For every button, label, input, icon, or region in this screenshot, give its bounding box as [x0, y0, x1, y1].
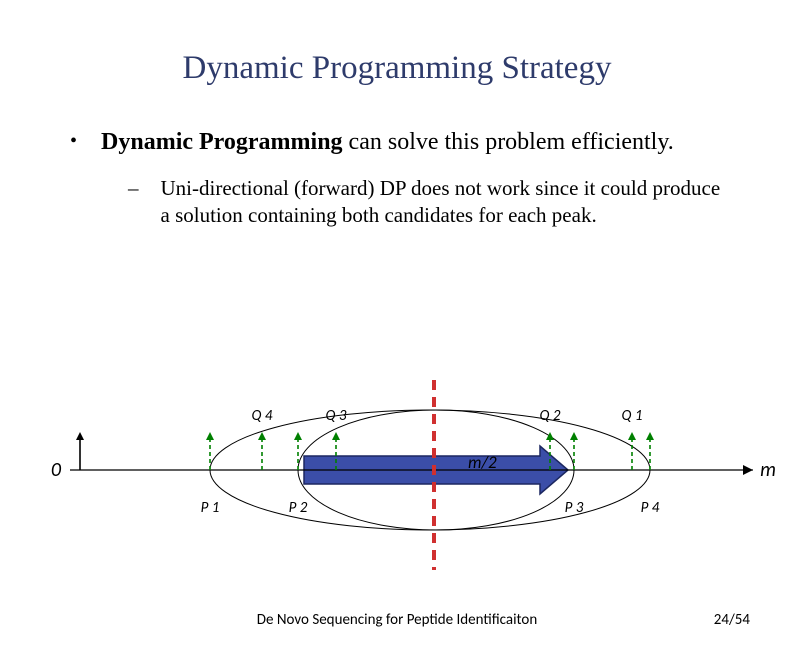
- footer-text: De Novo Sequencing for Peptide Identific…: [0, 611, 794, 629]
- bullet-dash: –: [128, 175, 139, 230]
- svg-text:0: 0: [51, 458, 62, 482]
- bullet-dot: •: [70, 127, 77, 157]
- svg-text:P 1: P 1: [201, 499, 220, 517]
- bullet-2-text: Uni-directional (forward) DP does not wo…: [161, 175, 725, 230]
- svg-text:m: m: [760, 458, 776, 482]
- svg-text:Q 4: Q 4: [252, 407, 273, 425]
- svg-text:Q 2: Q 2: [540, 407, 561, 425]
- svg-text:P 3: P 3: [565, 499, 584, 517]
- bullet-level-1: • Dynamic Programming can solve this pro…: [70, 127, 724, 157]
- page-number: 24/54: [714, 611, 750, 629]
- svg-text:Q 3: Q 3: [326, 407, 347, 425]
- bullet-1-rest: can solve this problem efficiently.: [343, 129, 674, 155]
- bullet-1-text: Dynamic Programming can solve this probl…: [101, 127, 724, 157]
- svg-text:m/2: m/2: [468, 452, 497, 473]
- svg-text:P 2: P 2: [289, 499, 308, 517]
- page-title: Dynamic Programming Strategy: [0, 50, 794, 87]
- svg-text:P 4: P 4: [641, 499, 660, 517]
- diagram-svg: 0 m m/2 Q 4 Q 3 Q 2 Q 1 P 1 P 2 P 3 P 4: [0, 370, 794, 580]
- svg-text:Q 1: Q 1: [622, 407, 643, 425]
- diagram: 0 m m/2 Q 4 Q 3 Q 2 Q 1 P 1 P 2 P 3 P 4: [0, 370, 794, 580]
- bullet-1-bold: Dynamic Programming: [101, 129, 343, 155]
- bullet-level-2: – Uni-directional (forward) DP does not …: [128, 175, 724, 230]
